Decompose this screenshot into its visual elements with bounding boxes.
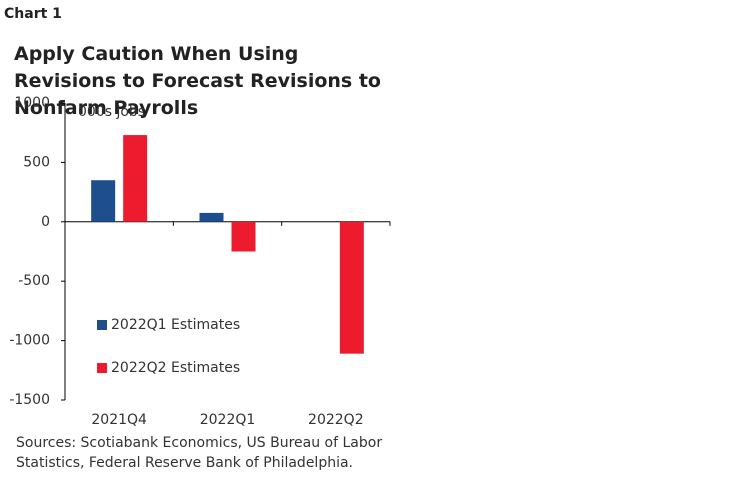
chart-title: Apply Caution When Using Revisions to Fo… [14, 43, 381, 119]
y-tick-label: -500 [18, 273, 50, 289]
y-tick-label: 500 [23, 154, 50, 170]
y-tick-label: -1000 [9, 333, 50, 349]
bar [231, 221, 256, 252]
bar [339, 221, 364, 354]
bar [199, 212, 224, 222]
legend-label: 2022Q1 Estimates [111, 317, 240, 333]
x-tick-label: 2021Q4 [91, 412, 147, 428]
legend-swatch [97, 320, 107, 330]
y-tick-label: 0 [41, 214, 50, 230]
x-tick-label: 2022Q2 [308, 412, 364, 428]
bar [123, 135, 148, 222]
y-tick-label: -1500 [9, 392, 50, 408]
source: Sources: Scotiabank Economics, US Bureau… [16, 435, 383, 471]
bar [91, 180, 116, 222]
legend-swatch [97, 363, 107, 373]
header: Chart 1 [4, 6, 62, 22]
annotation: 000s jobs [78, 104, 145, 120]
x-tick-label: 2022Q1 [200, 412, 256, 428]
y-tick-label: 1000 [14, 95, 50, 111]
legend-label: 2022Q2 Estimates [111, 360, 240, 376]
